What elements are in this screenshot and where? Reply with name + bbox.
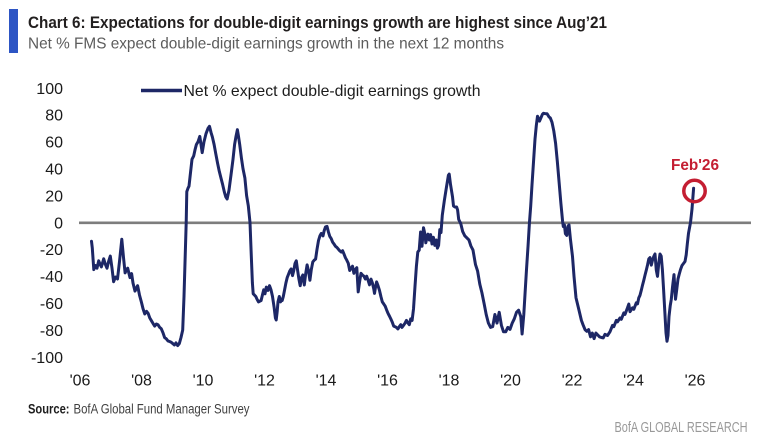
svg-text:Chart 6: Expectations for doub: Chart 6: Expectations for double-digit e… xyxy=(28,13,607,32)
svg-text:80: 80 xyxy=(45,108,63,125)
svg-text:-20: -20 xyxy=(40,242,63,259)
svg-text:'18: '18 xyxy=(439,373,460,390)
svg-text:'06: '06 xyxy=(70,373,91,390)
svg-text:Net % expect double-digit earn: Net % expect double-digit earnings growt… xyxy=(184,83,481,100)
svg-text:-60: -60 xyxy=(40,296,63,313)
svg-text:-100: -100 xyxy=(31,350,63,367)
svg-text:'08: '08 xyxy=(131,373,152,390)
svg-text:60: 60 xyxy=(45,135,63,152)
svg-text:'16: '16 xyxy=(377,373,398,390)
svg-text:'24: '24 xyxy=(623,373,644,390)
svg-text:'10: '10 xyxy=(193,373,214,390)
svg-text:'26: '26 xyxy=(685,373,706,390)
svg-text:'12: '12 xyxy=(254,373,275,390)
svg-text:'14: '14 xyxy=(316,373,337,390)
svg-text:-40: -40 xyxy=(40,269,63,286)
svg-text:0: 0 xyxy=(54,215,63,232)
svg-text:'22: '22 xyxy=(562,373,583,390)
svg-text:BofA GLOBAL RESEARCH: BofA GLOBAL RESEARCH xyxy=(615,419,748,436)
svg-text:20: 20 xyxy=(45,188,63,205)
svg-text:Net % FMS expect double-digit: Net % FMS expect double-digit earnings g… xyxy=(28,35,504,52)
svg-text:Feb'26: Feb'26 xyxy=(671,157,719,174)
svg-text:40: 40 xyxy=(45,162,63,179)
svg-text:'20: '20 xyxy=(500,373,521,390)
svg-text:-80: -80 xyxy=(40,323,63,340)
svg-text:100: 100 xyxy=(36,81,63,98)
svg-text:Source:BofA Global Fund Manage: Source: BofA Global Fund Manager Survey xyxy=(28,402,250,418)
